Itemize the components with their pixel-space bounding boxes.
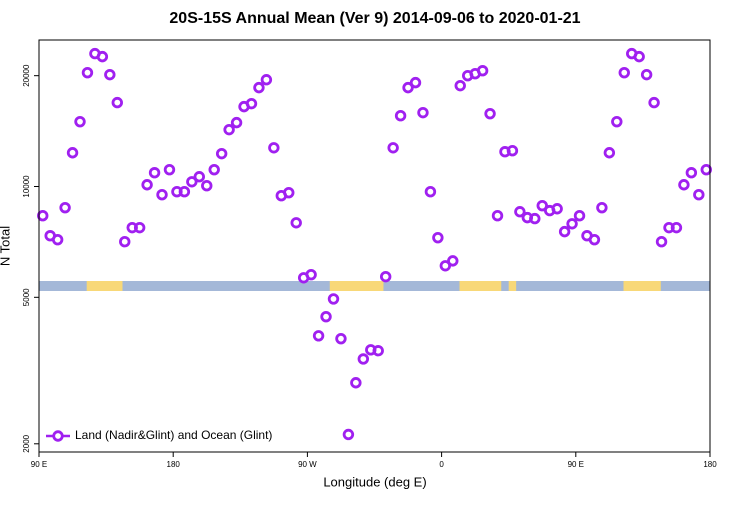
plot-frame — [38, 39, 711, 453]
data-point — [283, 186, 295, 199]
data-point — [379, 270, 392, 283]
data-point — [74, 115, 86, 128]
data-point — [342, 428, 355, 441]
chart-title: 20S-15S Annual Mean (Ver 9) 2014-09-06 t… — [169, 10, 580, 27]
land-segment — [86, 281, 123, 291]
data-point — [59, 201, 71, 214]
data-point — [596, 201, 608, 214]
data-point — [447, 255, 459, 267]
data-point — [215, 147, 228, 160]
data-point — [529, 212, 541, 225]
x-tick-label: 180 — [703, 460, 717, 469]
data-point — [163, 163, 176, 176]
data-point — [37, 210, 49, 222]
data-point — [312, 330, 325, 342]
data-point — [141, 179, 153, 191]
x-tick-label: 90 W — [298, 460, 317, 469]
data-point — [618, 66, 630, 79]
data-point — [357, 353, 370, 365]
data-point — [156, 188, 168, 201]
data-point — [566, 218, 578, 230]
data-point — [133, 221, 146, 234]
x-tick-label: 0 — [439, 460, 444, 469]
data-point — [394, 110, 407, 122]
data-point — [491, 210, 504, 222]
y-tick-label: 10000 — [22, 175, 31, 198]
land-segment — [459, 281, 502, 291]
data-point — [327, 293, 340, 305]
data-point — [230, 116, 243, 129]
data-point — [551, 203, 563, 215]
data-point — [51, 233, 64, 246]
land-segment — [329, 281, 384, 291]
data-point — [320, 310, 332, 323]
data-point — [119, 235, 131, 248]
data-point — [372, 345, 384, 357]
data-point — [454, 79, 466, 92]
data-point — [439, 260, 452, 272]
y-tick-label: 20000 — [22, 64, 31, 87]
x-axis-label: Longitude (deg E) — [323, 474, 426, 489]
data-point — [678, 179, 690, 191]
data-point — [111, 96, 123, 109]
data-point — [603, 147, 616, 159]
data-point — [417, 106, 429, 119]
data-point — [387, 142, 399, 154]
data-point — [350, 377, 362, 389]
data-point — [648, 96, 660, 109]
data-point — [611, 115, 623, 128]
data-point — [178, 185, 191, 198]
x-tick-label: 90 E — [31, 460, 47, 469]
data-point — [245, 97, 258, 110]
land-segment — [623, 281, 661, 291]
data-point — [633, 50, 645, 63]
y-tick-label: 2000 — [22, 434, 31, 452]
data-point — [66, 147, 79, 159]
data-point — [104, 68, 116, 81]
data-point — [223, 123, 235, 136]
data-point — [402, 81, 414, 94]
data-point — [208, 163, 220, 176]
x-tick-label: 180 — [167, 460, 181, 469]
data-point — [558, 225, 571, 238]
data-point — [201, 179, 213, 192]
data-point — [96, 50, 109, 63]
data-point — [670, 221, 683, 234]
data-point — [700, 163, 712, 176]
data-point — [81, 66, 94, 79]
data-point — [573, 210, 586, 222]
data-point — [640, 68, 653, 81]
data-point — [484, 107, 496, 120]
data-point — [186, 176, 198, 188]
data-point — [514, 206, 526, 218]
data-point — [305, 268, 317, 281]
data-point — [268, 142, 280, 154]
data-point — [476, 65, 489, 77]
data-point — [148, 167, 161, 179]
y-axis-label: N Total — [0, 226, 12, 266]
data-point — [409, 76, 422, 89]
data-point — [193, 171, 205, 183]
data-point — [693, 188, 705, 201]
data-point — [685, 167, 698, 179]
land-segment — [508, 281, 517, 291]
x-tick-label: 90 E — [568, 460, 584, 469]
legend-marker — [52, 430, 64, 442]
data-point — [290, 217, 302, 229]
y-tick-label: 5000 — [22, 288, 31, 306]
data-point — [253, 81, 265, 94]
data-point — [260, 74, 273, 86]
data-point — [432, 231, 444, 244]
data-point — [588, 233, 601, 246]
data-point — [655, 235, 668, 248]
legend-label: Land (Nadir&Glint) and Ocean (Glint) — [75, 428, 272, 442]
data-point — [424, 185, 437, 198]
data-point — [506, 144, 519, 157]
data-point — [335, 332, 347, 345]
data-point — [536, 199, 548, 212]
